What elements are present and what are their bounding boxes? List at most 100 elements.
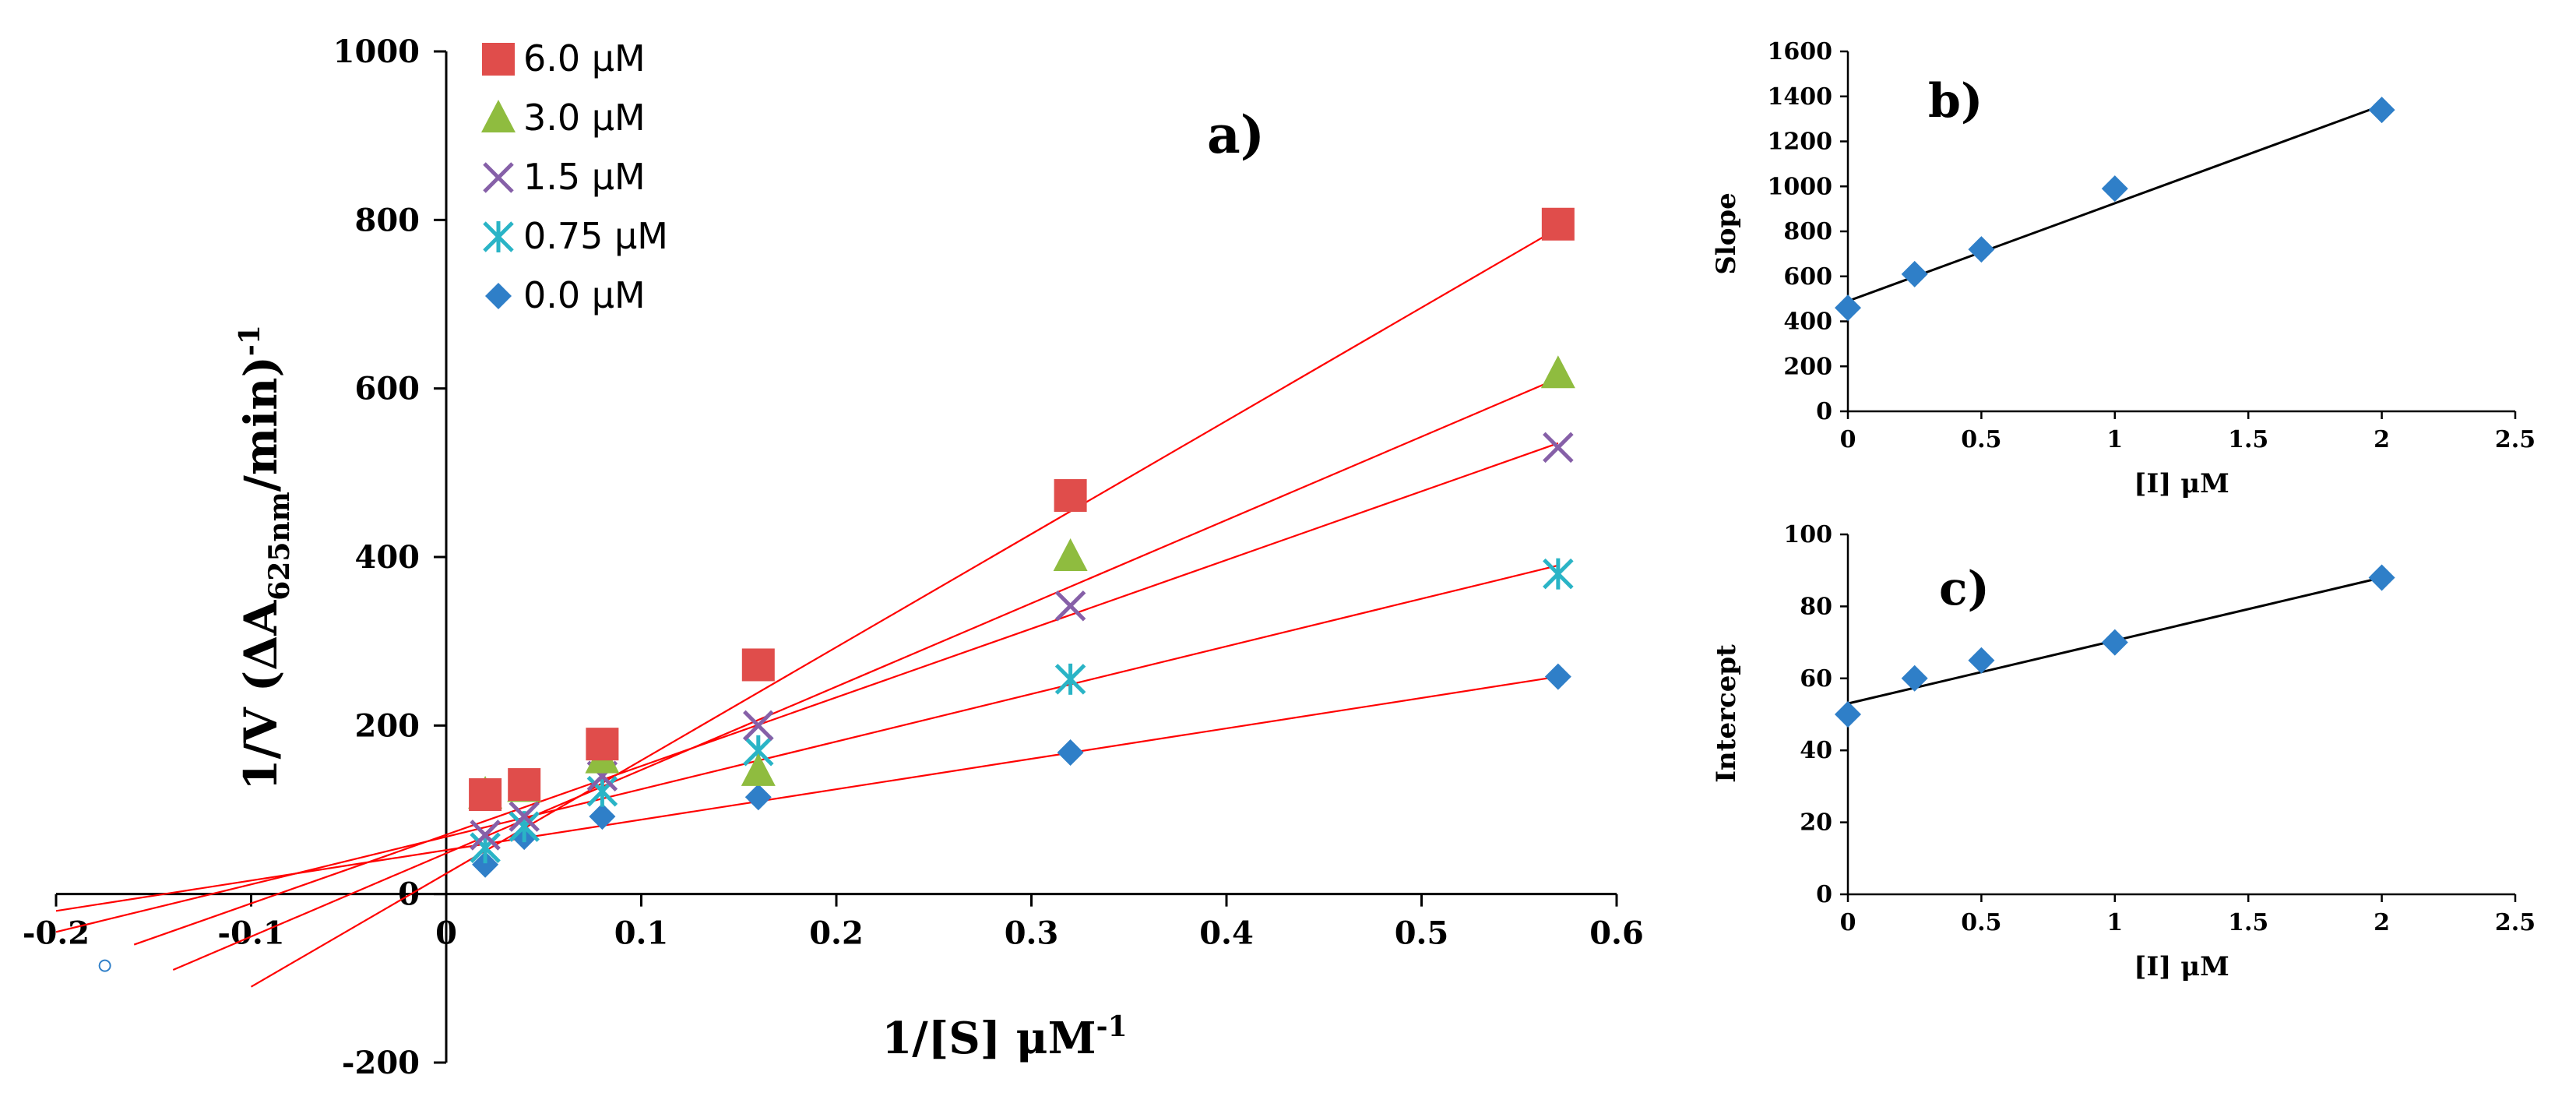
fit-line — [55, 564, 1559, 933]
x-tick-label: 0.3 — [1005, 915, 1059, 952]
fit-line — [250, 227, 1559, 988]
fit-line — [1847, 104, 2383, 302]
y-tick-label: 600 — [355, 371, 421, 407]
x-tick-label: 0.5 — [1395, 915, 1449, 952]
data-point — [1968, 647, 1995, 674]
data-point-stroke — [470, 820, 501, 851]
y-tick-label: 1600 — [1768, 38, 1833, 65]
data-point-stroke — [743, 710, 774, 742]
y-axis-label-superscript: -1 — [234, 325, 266, 356]
legend-label: 1.5 μM — [523, 156, 646, 198]
legend-label: 6.0 μM — [523, 37, 646, 79]
data-point — [469, 778, 502, 812]
y-axis-label: 1/V (ΔA625nm/min)-1 — [234, 325, 296, 791]
legend-label: 0.75 μM — [523, 215, 668, 257]
data-point — [1835, 294, 1861, 322]
data-point — [1053, 538, 1088, 571]
data-point — [1901, 260, 1928, 287]
x-axis-label: [I] μM — [2134, 951, 2229, 982]
panel-label: b) — [1928, 74, 1983, 129]
y-axis-label-main: 1/V (ΔA — [234, 600, 287, 791]
x-tick-label: 0 — [435, 915, 457, 952]
y-tick-label: 0 — [1816, 398, 1832, 425]
fit-line — [55, 675, 1559, 912]
legend-marker — [485, 283, 512, 309]
legend-label: 3.0 μM — [523, 97, 646, 139]
x-axis-label: [I] μM — [2134, 468, 2229, 499]
x-tick-label: 2 — [2374, 909, 2390, 936]
panel-b-chart: 0 0.5 1 1.5 2 2.5 0 200 400 600 800 1000 1200 1400 160… — [1711, 38, 2536, 499]
data-point — [2368, 97, 2395, 124]
fit-line — [172, 377, 1559, 971]
data-point — [1901, 665, 1928, 692]
y-tick-label: 20 — [1800, 809, 1832, 837]
x-tick-label: 1.5 — [2228, 909, 2268, 936]
legend-marker — [483, 162, 514, 193]
data-point — [744, 784, 772, 811]
y-tick-label: 0 — [1816, 881, 1832, 908]
x-tick-label: 0.2 — [809, 915, 864, 952]
panel-label: a) — [1207, 104, 1265, 165]
panel-label: c) — [1939, 562, 1990, 616]
open-point — [98, 959, 111, 972]
y-axis-label-tail: /min) — [234, 356, 287, 492]
x-tick-label: 1 — [2106, 426, 2123, 453]
data-point — [586, 775, 618, 807]
x-tick-label: 0.1 — [614, 915, 669, 952]
legend-label: 0.0 μM — [523, 274, 646, 316]
y-tick-label: 400 — [355, 539, 421, 576]
y-tick-label: 100 — [1783, 521, 1832, 548]
data-point — [1543, 558, 1574, 590]
data-point — [2101, 629, 2128, 656]
x-tick-label: 1.5 — [2228, 426, 2268, 453]
data-point — [1540, 355, 1575, 389]
data-point — [741, 753, 776, 786]
data-point-stroke — [1054, 590, 1086, 622]
x-tick-label: 0 — [1840, 909, 1856, 936]
x-tick-label: 0.5 — [1961, 909, 2001, 936]
data-point — [508, 768, 541, 802]
y-axis-label-subscript: 625nm — [263, 492, 296, 600]
x-tick-label: 0.5 — [1961, 426, 2001, 453]
y-tick-label: -200 — [342, 1045, 420, 1081]
y-tick-label: 600 — [1783, 263, 1832, 291]
legend-marker — [481, 100, 516, 132]
y-tick-label: 800 — [1783, 218, 1832, 245]
x-tick-label: 0.4 — [1199, 915, 1254, 952]
data-point — [1835, 701, 1861, 728]
legend-marker — [483, 221, 514, 252]
data-point — [741, 648, 775, 682]
data-point — [2368, 564, 2395, 591]
y-axis-label: Intercept — [1711, 644, 1742, 783]
x-tick-label: 2.5 — [2495, 909, 2536, 936]
y-tick-label: 1000 — [333, 33, 420, 70]
y-tick-label: 1000 — [1768, 173, 1833, 200]
data-point — [1541, 207, 1575, 241]
data-point — [509, 801, 540, 832]
legend-marker-stroke — [483, 162, 514, 193]
y-tick-label: 200 — [355, 707, 421, 744]
y-tick-label: 200 — [1783, 353, 1832, 380]
x-axis-label-superscript: -1 — [1096, 1010, 1128, 1043]
data-point — [1544, 663, 1571, 690]
data-point — [2101, 175, 2128, 203]
data-point — [586, 728, 619, 761]
fit-line — [133, 442, 1559, 946]
data-point — [1543, 432, 1574, 464]
y-tick-label: 40 — [1800, 737, 1832, 764]
x-tick-label: 1 — [2106, 909, 2123, 936]
legend-marker — [482, 43, 515, 76]
y-tick-label: 1400 — [1768, 83, 1833, 111]
data-point — [472, 851, 499, 878]
data-point — [1968, 236, 1995, 263]
y-tick-label: 1200 — [1768, 129, 1833, 156]
y-axis-label: Slope — [1711, 192, 1742, 275]
panel-c-chart: 0 0.5 1 1.5 2 2.5 0 20 40 60 80 100 c) [I] μM Intercep… — [1711, 521, 2536, 982]
y-tick-label: 60 — [1800, 665, 1832, 693]
data-point-stroke — [1543, 432, 1574, 464]
data-point — [1057, 739, 1084, 766]
x-tick-label: -0.2 — [23, 915, 90, 952]
x-tick-label: 2.5 — [2495, 426, 2536, 453]
data-point — [743, 710, 774, 742]
y-tick-label: 80 — [1800, 593, 1832, 620]
